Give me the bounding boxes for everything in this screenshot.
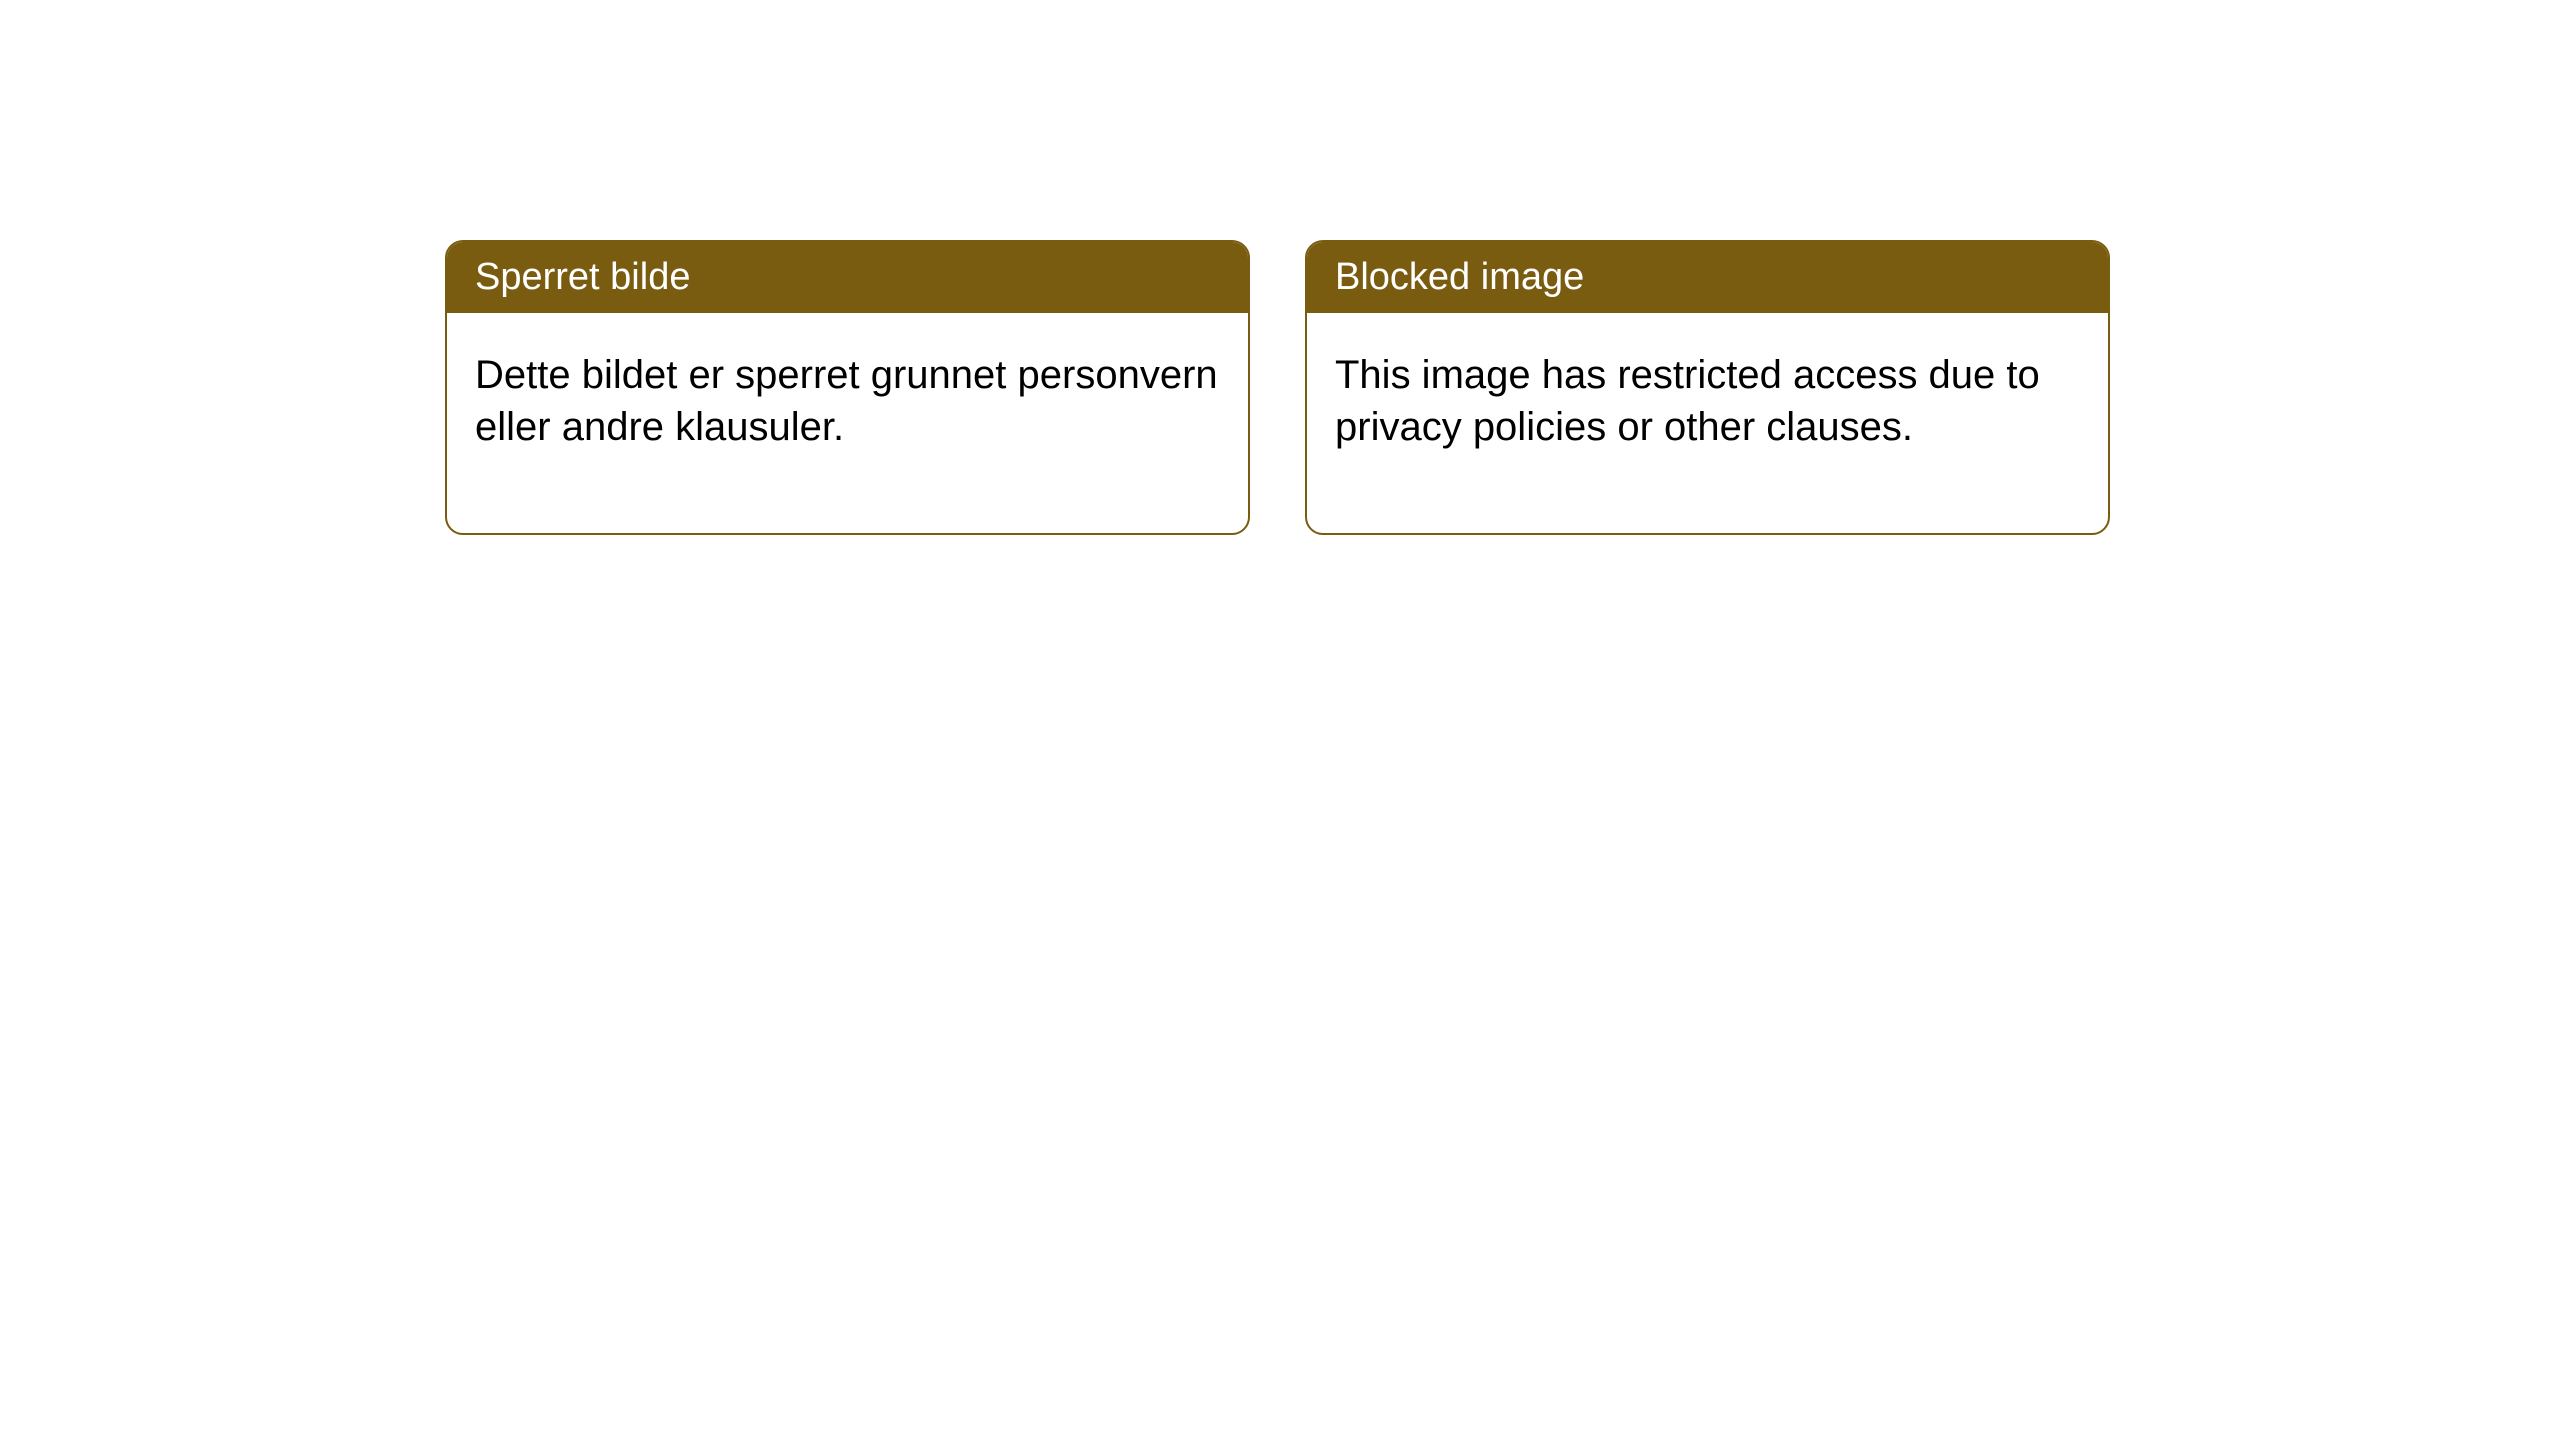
card-body-text: Dette bildet er sperret grunnet personve… bbox=[475, 353, 1218, 449]
card-header-no: Sperret bilde bbox=[447, 242, 1248, 313]
blocked-image-card-en: Blocked image This image has restricted … bbox=[1305, 240, 2110, 535]
notice-cards-container: Sperret bilde Dette bildet er sperret gr… bbox=[445, 240, 2110, 535]
card-body-no: Dette bildet er sperret grunnet personve… bbox=[447, 313, 1248, 533]
card-header-en: Blocked image bbox=[1307, 242, 2108, 313]
card-header-text: Blocked image bbox=[1335, 256, 1584, 298]
card-body-en: This image has restricted access due to … bbox=[1307, 313, 2108, 533]
card-header-text: Sperret bilde bbox=[475, 256, 690, 298]
card-body-text: This image has restricted access due to … bbox=[1335, 353, 2040, 449]
blocked-image-card-no: Sperret bilde Dette bildet er sperret gr… bbox=[445, 240, 1250, 535]
